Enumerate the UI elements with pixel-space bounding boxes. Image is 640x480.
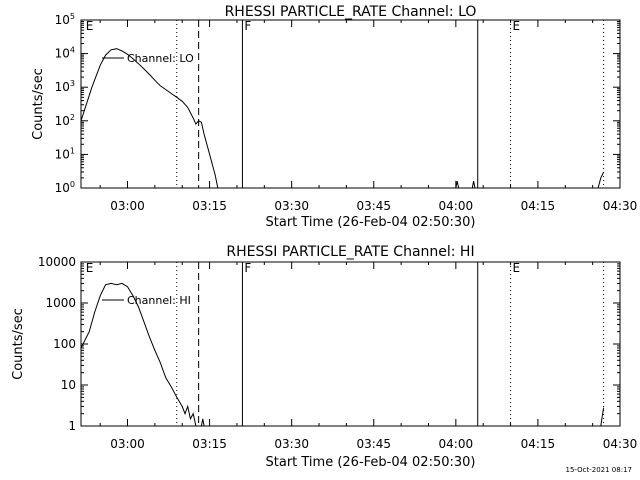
legend-label: Channel: LO (127, 52, 194, 65)
y-axis-label: Counts/sec (31, 68, 46, 140)
event-marker-letter: E (86, 261, 94, 275)
y-tick-label: 1000 (45, 296, 76, 310)
series-line (200, 418, 205, 427)
chart-title: RHESSI PARTICLE_RATE Channel: HI (226, 244, 474, 260)
x-tick-label: 03:45 (356, 199, 391, 213)
y-tick-label: 104 (55, 46, 75, 61)
y-tick-label: 102 (55, 113, 75, 128)
event-marker-letter: E (513, 261, 521, 275)
x-tick-label: 03:15 (192, 437, 227, 451)
x-tick-label: 03:30 (274, 437, 309, 451)
y-tick-label: 103 (55, 79, 75, 94)
y-tick-label: 105 (55, 12, 75, 27)
event-marker-letter: E (86, 19, 94, 33)
series-line (455, 181, 460, 189)
x-tick-label: 03:45 (356, 437, 391, 451)
panel-lo: RHESSI PARTICLE_RATE Channel: LO 03:00 03:… (31, 4, 637, 230)
y-tick-label: 100 (55, 180, 75, 195)
y-tick-label: 10 (61, 378, 76, 392)
y-tick-label: 1 (68, 419, 76, 433)
x-tick-label: 03:30 (274, 199, 309, 213)
y-tick-label: 100 (53, 337, 76, 351)
x-tick-label: 04:30 (603, 199, 638, 213)
event-marker-letter: F (244, 19, 251, 33)
x-axis-label: Start Time (26-Feb-04 02:50:30) (266, 215, 476, 230)
series-line (80, 48, 219, 189)
series-line (471, 181, 476, 189)
footer-timestamp: 15-Oct-2021 08:17 (566, 466, 632, 474)
series-line (80, 282, 197, 427)
x-tick-label: 03:15 (192, 199, 227, 213)
x-tick-label: 04:00 (439, 437, 474, 451)
plot-frame (80, 19, 621, 189)
x-axis-label: Start Time (26-Feb-04 02:50:30) (266, 455, 476, 470)
series-line (597, 171, 605, 189)
legend-label: Channel: HI (127, 294, 191, 307)
series-line (600, 407, 605, 427)
x-tick-label: 03:00 (110, 199, 145, 213)
x-tick-label: 04:00 (439, 199, 474, 213)
panel-hi: RHESSI PARTICLE_RATE Channel: HI 03:00 03:… (11, 244, 637, 470)
chart-title: RHESSI PARTICLE_RATE Channel: LO (225, 4, 477, 20)
y-tick-label: 101 (55, 146, 75, 161)
x-tick-label: 03:00 (110, 437, 145, 451)
event-marker-letter: E (513, 19, 521, 33)
event-marker-letter: F (244, 261, 251, 275)
plot-frame (80, 261, 621, 427)
y-tick-label: 10000 (38, 255, 76, 269)
y-axis-label: Counts/sec (11, 308, 26, 380)
x-tick-label: 04:30 (603, 437, 638, 451)
x-tick-label: 04:15 (521, 437, 556, 451)
x-tick-label: 04:15 (521, 199, 556, 213)
